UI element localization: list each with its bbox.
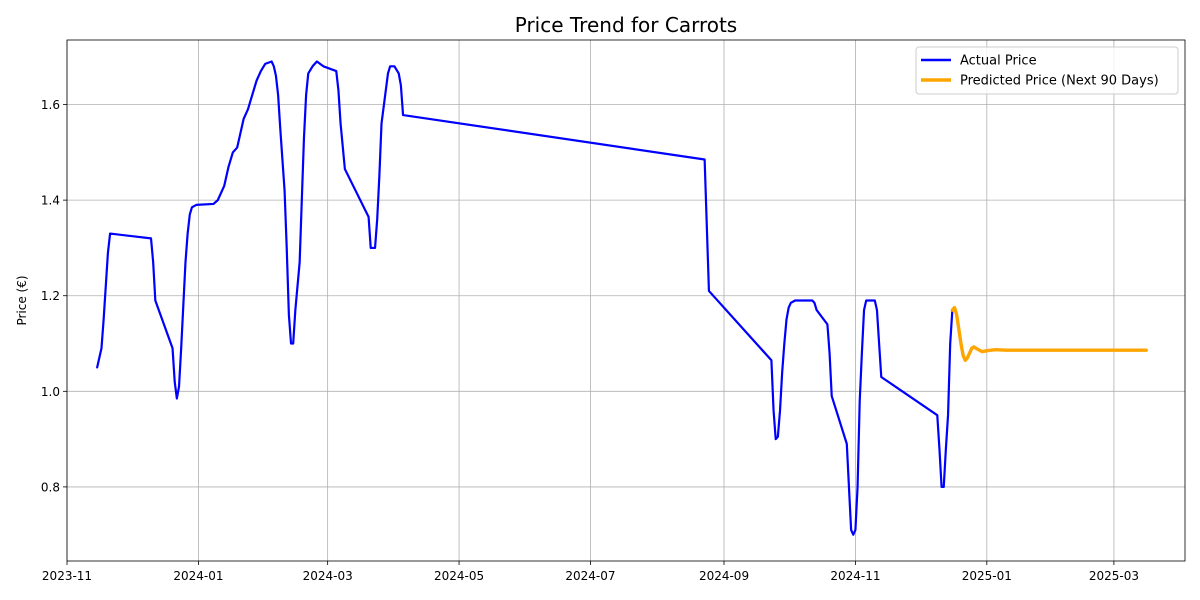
y-tick-label: 1.2 [41,289,60,303]
predicted-price-line [950,305,1148,362]
plot-frame [66,39,1186,562]
y-tick-label: 1.6 [41,98,60,112]
x-tick-label: 2025-03 [1089,569,1139,583]
x-tick-label: 2024-05 [434,569,484,583]
legend-box [915,46,1179,95]
y-tick-label: 1.0 [41,385,60,399]
actual-price-line [96,60,954,536]
grid [66,40,1185,561]
axis-ticks: 2023-11 2024-01 2024-03 2024-05 2024-07 2024-… [41,98,1139,583]
legend-label-actual: Actual Price [960,54,1037,69]
x-tick-label: 2023-11 [42,569,92,583]
x-tick-label: 2024-01 [173,569,223,583]
legend: Actual Price Predicted Price (Next 90 Da… [915,46,1179,95]
x-tick-label: 2024-09 [699,569,749,583]
chart-title: Price Trend for Carrots [515,13,737,37]
x-tick-label: 2024-03 [303,569,353,583]
y-tick-label: 0.8 [41,480,60,494]
x-tick-label: 2024-11 [830,569,880,583]
x-tick-label: 2025-01 [962,569,1012,583]
y-axis-title: Price (€) [15,275,29,325]
legend-label-predicted: Predicted Price (Next 90 Days) [960,74,1159,89]
y-tick-label: 1.4 [41,194,60,208]
x-tick-label: 2024-07 [565,569,615,583]
series-lines [96,60,1148,536]
